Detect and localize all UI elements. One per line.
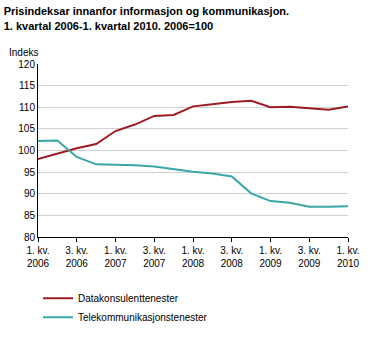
svg-text:Prisindeksar innanfor informas: Prisindeksar innanfor informasjon og kom… [4,5,289,31]
svg-text:85: 85 [24,210,36,221]
svg-text:1. kv.2010: 1. kv.2010 [336,245,359,269]
svg-text:Datakonsulenttenester: Datakonsulenttenester [78,293,179,304]
svg-text:1. kv.2007: 1. kv.2007 [104,245,127,269]
svg-text:105: 105 [18,123,35,134]
svg-text:115: 115 [19,80,35,91]
svg-text:3. kv.2008: 3. kv.2008 [220,245,243,269]
svg-text:Telekommunikasjonstenester: Telekommunikasjonstenester [78,312,208,323]
svg-text:3. kv.2007: 3. kv.2007 [143,245,166,269]
svg-text:80: 80 [24,232,36,243]
svg-text:1. kv.2008: 1. kv.2008 [181,245,204,269]
svg-text:3. kv.2009: 3. kv.2009 [298,245,321,269]
svg-text:110: 110 [19,102,35,113]
svg-text:1. kv.2006: 1. kv.2006 [26,245,49,269]
svg-text:Indeks: Indeks [9,47,38,58]
svg-text:120: 120 [18,59,35,70]
svg-text:100: 100 [18,145,35,156]
svg-text:1. kv.2009: 1. kv.2009 [259,245,282,269]
svg-text:3. kv.2006: 3. kv.2006 [65,245,88,269]
svg-text:95: 95 [24,167,36,178]
svg-text:90: 90 [24,188,36,199]
